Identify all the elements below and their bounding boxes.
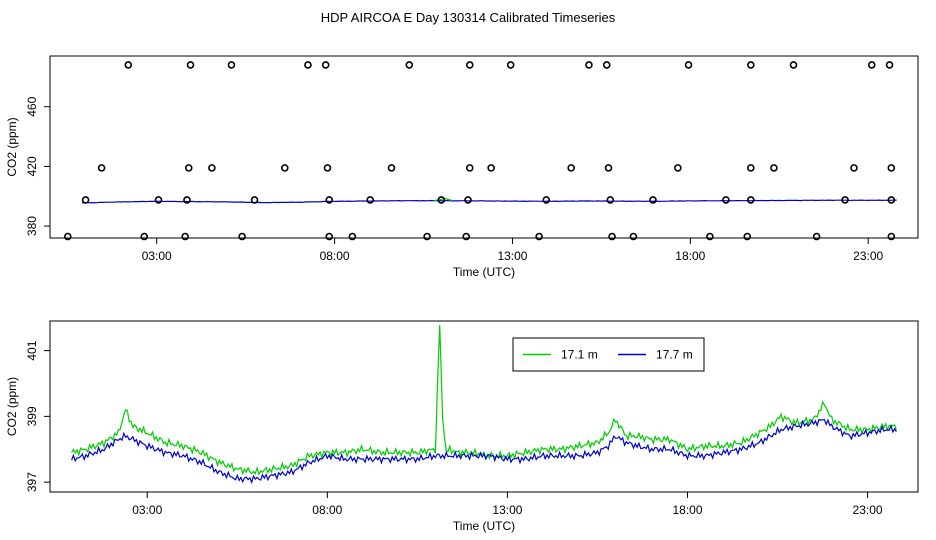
calibration-point — [585, 61, 593, 69]
x-axis-label: Time (UTC) — [453, 519, 515, 533]
y-tick-label: 397 — [25, 472, 39, 492]
calibration-point — [63, 232, 72, 241]
x-tick-label: 08:00 — [312, 503, 342, 517]
calibration-point — [887, 164, 896, 172]
chart-panel-bottom: 03:00 08:00 13:00 18:00 23:00 Time (UTC) 397 39… — [5, 320, 919, 533]
calibration-point — [140, 232, 149, 241]
calibration-point — [81, 196, 90, 204]
calibration-point — [437, 196, 446, 204]
calibration-point — [867, 61, 876, 69]
calibration-point — [747, 61, 755, 69]
y-tick-label: 460 — [25, 96, 39, 116]
y-axis-label: CO2 (ppm) — [5, 117, 19, 176]
calibration-point — [606, 196, 615, 204]
calibration-point — [186, 61, 195, 69]
calibration-point — [535, 232, 543, 241]
x-tick-label: 18:00 — [675, 249, 705, 263]
calibration-point — [387, 164, 396, 172]
calibration-point — [405, 61, 414, 69]
calibration-point — [887, 232, 896, 241]
calibration-point — [674, 164, 682, 172]
plot-frame — [49, 55, 919, 239]
calibration-point — [506, 61, 515, 69]
calibration-point — [629, 232, 638, 241]
calibration-point — [887, 196, 896, 204]
plot-frame — [49, 320, 919, 493]
y-tick-label: 399 — [25, 406, 39, 426]
legend-label: 17.1 m — [561, 348, 598, 362]
x-tick-label: 13:00 — [492, 503, 522, 517]
x-tick-label: 23:00 — [853, 503, 883, 517]
calibration-point — [464, 196, 472, 204]
calibration-point — [184, 164, 193, 172]
x-tick-label: 03:00 — [142, 249, 172, 263]
calibration-point — [321, 61, 330, 69]
calibration-point — [154, 196, 163, 204]
y-tick-label: 420 — [25, 156, 39, 176]
x-axis-label: Time (UTC) — [453, 265, 515, 279]
series-line-17-7-m — [81, 199, 897, 204]
x-tick-label: 23:00 — [853, 249, 883, 263]
calibration-point — [608, 232, 616, 241]
y-axis-label: CO2 (ppm) — [5, 377, 19, 436]
x-tick-label: 18:00 — [672, 503, 702, 517]
calibration-point — [280, 164, 289, 172]
calibration-point — [124, 61, 133, 69]
figure-title: HDP AIRCOA E Day 130314 Calibrated Times… — [321, 10, 616, 25]
calibration-point — [885, 61, 894, 69]
calibration-point — [208, 164, 216, 172]
series-line-17-1-m — [434, 197, 453, 202]
legend-label: 17.7 m — [656, 348, 693, 362]
calibration-point — [323, 164, 332, 172]
calibration-point — [604, 164, 613, 172]
calibration-point — [465, 61, 474, 69]
calibration-point — [97, 164, 106, 172]
calibration-point — [602, 61, 611, 69]
calibration-point — [684, 61, 693, 69]
calibration-point — [423, 232, 431, 241]
calibration-point — [743, 232, 752, 241]
calibration-point — [841, 196, 849, 204]
calibration-point — [649, 196, 657, 204]
calibration-point — [366, 196, 374, 204]
calibration-point — [183, 196, 191, 204]
calibration-point — [325, 196, 334, 204]
y-tick-label: 401 — [25, 340, 39, 360]
y-tick-label: 380 — [25, 216, 39, 236]
x-tick-label: 08:00 — [320, 249, 350, 263]
calibration-point — [238, 232, 246, 241]
calibration-point — [227, 61, 236, 69]
calibration-point — [747, 196, 755, 204]
calibration-point — [722, 196, 730, 204]
calibration-point — [770, 164, 778, 172]
series-line-17-1-m — [71, 324, 897, 476]
calibration-point — [567, 164, 575, 172]
calibration-point — [850, 164, 858, 172]
chart-panel-top: 03:00 08:00 13:00 18:00 23:00 Time (UTC) 380 42… — [5, 55, 919, 279]
series-line-17-7-m — [71, 418, 897, 485]
calibration-point — [304, 61, 312, 69]
calibration-point — [487, 164, 495, 172]
calibration-point — [789, 61, 798, 69]
x-tick-label: 03:00 — [132, 503, 162, 517]
calibration-point — [250, 196, 259, 204]
calibration-point — [462, 232, 471, 241]
calibration-point — [181, 232, 189, 241]
calibration-point — [348, 232, 357, 241]
calibration-point — [542, 196, 551, 204]
x-tick-label: 13:00 — [497, 249, 527, 263]
calibration-point — [325, 232, 334, 241]
calibration-point — [812, 232, 821, 241]
calibration-point — [747, 164, 755, 172]
calibration-point — [465, 164, 474, 172]
calibration-point — [706, 232, 714, 241]
